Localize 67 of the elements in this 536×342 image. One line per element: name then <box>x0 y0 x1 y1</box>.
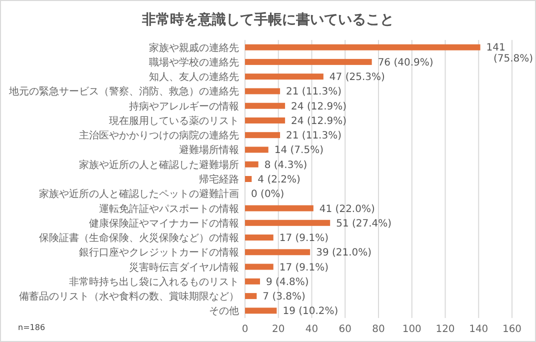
bar <box>245 308 277 314</box>
data-label: 21 (11.3%) <box>286 130 342 142</box>
bar <box>245 234 274 241</box>
x-tick-label: 160 <box>502 324 522 335</box>
y-tick-label: 職場や学校の連絡先 <box>149 56 239 68</box>
y-tick-label: 非常時持ち出し袋に入れるものリスト <box>69 276 239 288</box>
y-tick-label: 主治医やかかりつけの病院の連絡先 <box>79 130 239 142</box>
y-tick-label: 銀行口座やクレジットカードの情報 <box>79 246 239 259</box>
data-label: 0 (0%) <box>251 189 284 200</box>
bar <box>245 205 314 212</box>
y-tick-label: 家族や近所の人と確認した避難場所 <box>79 158 239 171</box>
bar <box>245 102 286 109</box>
data-label: 21 (11.3%) <box>286 86 342 98</box>
bar <box>245 44 480 50</box>
x-tick-label: 140 <box>469 324 488 335</box>
data-label: 41 (22.0%) <box>319 204 375 215</box>
data-label: 17 (9.1%) <box>279 262 329 274</box>
data-label: 24 (12.9%) <box>291 101 347 112</box>
y-tick-label: 運転免許証やパスポートの情報 <box>99 202 239 215</box>
bar <box>245 176 252 182</box>
x-tick-label: 60 <box>338 324 352 335</box>
data-label: 4 (2.2%) <box>258 174 301 186</box>
y-tick-label: 避難場所情報 <box>179 144 239 156</box>
x-tick-label: 0 <box>242 324 248 335</box>
bar <box>245 74 324 80</box>
data-label: 76 (40.9%) <box>378 57 434 68</box>
data-label: 51 (27.4%) <box>336 218 392 230</box>
chart-title: 非常時を意識して手帳に書いていること <box>141 11 394 28</box>
bar <box>245 278 260 284</box>
bar <box>245 249 310 256</box>
bar <box>245 132 280 138</box>
bar <box>245 88 280 94</box>
data-label: 8 (4.3%) <box>264 160 308 171</box>
y-tick-label: 家族や近所の人と確認したペットの避難計画 <box>39 188 239 200</box>
y-tick-label: 知人、友人の連絡先 <box>149 71 239 84</box>
x-tick-label: 20 <box>272 324 285 335</box>
y-tick-label: 帰宅経路 <box>199 174 239 186</box>
y-tick-label: 災害時伝言ダイヤル情報 <box>129 261 239 274</box>
bar <box>245 58 372 65</box>
bar <box>245 293 257 300</box>
data-label: 19 (10.2%) <box>282 306 338 318</box>
text: n=186 <box>18 323 46 332</box>
data-label: 39 (21.0%) <box>316 248 372 259</box>
x-tick-label: 120 <box>436 324 455 335</box>
data-label: 17 (9.1%) <box>279 233 329 244</box>
data-label: 24 (12.9%) <box>291 116 347 127</box>
bar <box>245 161 258 168</box>
y-tick-label: 家族や親戚の連絡先 <box>149 42 239 54</box>
data-label: 47 (25.3%) <box>329 72 386 84</box>
data-label: 7 (3.8%) <box>262 292 306 303</box>
bar <box>245 264 274 270</box>
y-tick-label: 現在服用している薬のリスト <box>109 114 239 127</box>
y-tick-label: 備蓄品のリスト（水や食料の数、賞味期限など） <box>19 290 239 303</box>
data-label: 141 (75.8%) <box>486 42 534 64</box>
x-tick-label: 100 <box>402 324 422 335</box>
data-label: 14 (7.5%) <box>274 145 324 156</box>
y-tick-label: 保険証書（生命保険、火災保険など）の情報 <box>39 232 239 244</box>
data-label: 9 (4.8%) <box>266 276 309 288</box>
y-tick-label: その他 <box>209 305 239 318</box>
y-tick-label: 持病やアレルギーの情報 <box>129 100 239 112</box>
y-tick-label: 地元の緊急サービス（警察、消防、救急）の連絡先 <box>8 86 239 98</box>
x-tick-label: 40 <box>305 324 318 335</box>
x-tick-label: 80 <box>372 324 385 335</box>
y-tick-label: 健康保険証やマイナカードの情報 <box>89 217 239 230</box>
bar <box>245 117 286 124</box>
bar <box>245 220 330 226</box>
bar <box>245 146 268 153</box>
